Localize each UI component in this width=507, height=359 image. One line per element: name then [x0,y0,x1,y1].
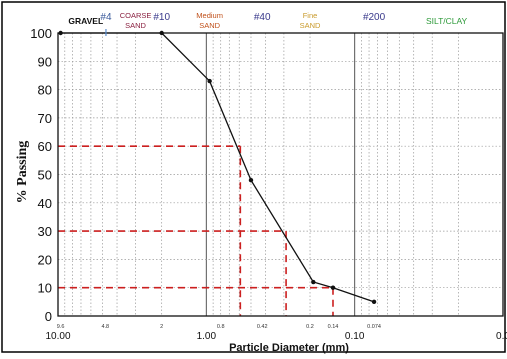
x-axis-label: Particle Diameter (mm) [229,342,349,354]
y-tick-label: 90 [38,54,52,69]
y-tick-label: 100 [30,26,52,41]
y-tick-label: 40 [38,196,52,211]
size-class-label: #200 [363,12,386,23]
size-class-label: SAND [300,21,321,30]
y-tick-label: 10 [38,281,52,296]
x-minor-label: 9.6 [57,324,65,330]
size-class-label: #40 [254,12,271,23]
x-minor-label: 0.42 [257,324,268,330]
size-class-label: GRAVEL [68,16,103,26]
y-tick-label: 30 [38,224,52,239]
size-class-label: #4 [100,12,112,23]
data-point [207,78,212,84]
y-tick-label: 20 [38,252,52,267]
data-point [330,285,336,290]
size-class-label: SAND [125,21,146,30]
reference-lines [58,145,334,316]
x-minor-label: 0.14 [328,324,339,330]
size-class-label: SILT/CLAY [426,16,468,26]
size-class-label: #10 [153,12,170,23]
data-point [371,299,377,305]
size-class-label: COARSE [120,11,152,20]
x-minor-label: 0.2 [306,324,314,330]
axes: 0 10 20 30 40 50 60 70 80 90 100 10.00 1.00 0.10 0.0 9.… [30,26,507,342]
size-class-label: Medium [196,11,223,20]
y-axis-label: % Passing [15,141,30,204]
y-tick-label: 0 [45,309,52,324]
y-tick-label: 70 [38,111,52,126]
x-minor-label: 4.8 [101,324,109,330]
x-tick-label: 1.00 [197,331,217,342]
data-point [248,177,254,183]
data-point [311,279,316,285]
x-tick-label: 10.00 [45,331,70,342]
size-class-label: SAND [199,21,220,30]
x-minor-label: 0.074 [367,324,381,330]
y-tick-label: 80 [38,83,52,98]
x-minor-label: 2 [160,324,163,330]
size-class-label: Fine [303,11,318,20]
y-tick-label: 60 [38,139,52,154]
x-minor-label: 0.8 [217,324,225,330]
figure-frame [1,1,506,353]
y-tick-label: 50 [38,168,52,183]
plot-border [57,32,504,317]
x-tick-label: 0.0 [496,331,507,342]
x-tick-label: 0.10 [345,331,365,342]
